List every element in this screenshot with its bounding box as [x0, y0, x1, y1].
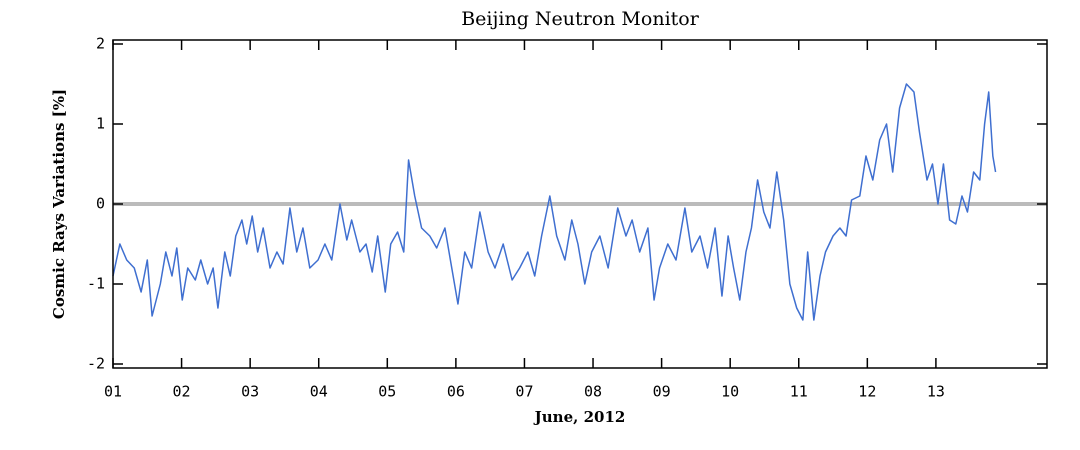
data-line: [112, 83, 997, 321]
x-tick-label: 11: [790, 383, 808, 401]
y-tick-label: 1: [96, 115, 105, 133]
x-tick-label: 07: [515, 383, 533, 401]
y-tick-label: -2: [87, 355, 105, 373]
x-tick-label: 10: [721, 383, 739, 401]
x-tick-label: 04: [310, 383, 328, 401]
chart-title: Beijing Neutron Monitor: [461, 8, 700, 30]
x-tick-label: 08: [584, 383, 602, 401]
x-tick-label: 13: [927, 383, 945, 401]
y-axis-label: Cosmic Rays Variations [%]: [50, 89, 68, 319]
y-tick-label: 0: [96, 195, 105, 213]
x-tick-label: 01: [104, 383, 122, 401]
plot-frame: [112, 39, 1048, 369]
y-tick-label: -1: [87, 275, 105, 293]
x-tick-label: 03: [241, 383, 259, 401]
x-tick-label: 09: [653, 383, 671, 401]
x-tick-label: 06: [447, 383, 465, 401]
x-tick-label: 12: [858, 383, 876, 401]
x-tick-label: 05: [378, 383, 396, 401]
x-tick-label: 02: [173, 383, 191, 401]
y-tick-label: 2: [96, 35, 105, 53]
x-axis-label: June, 2012: [533, 408, 626, 426]
